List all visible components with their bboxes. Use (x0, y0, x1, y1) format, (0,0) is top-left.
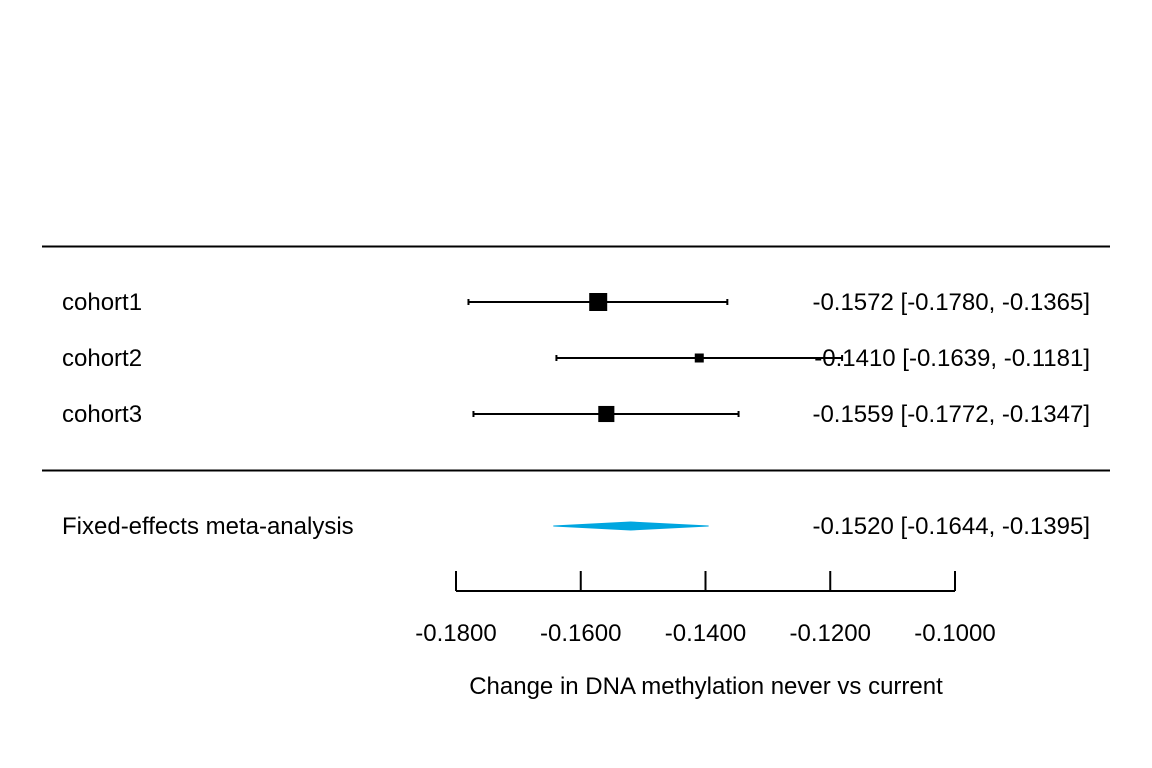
summary-diamond (553, 521, 709, 531)
study-row: cohort1 -0.1572 [-0.1780, -0.1365] (62, 289, 1090, 316)
study-label: cohort3 (62, 401, 142, 428)
point-estimate-box (589, 293, 608, 311)
x-axis-tick-label: -0.1200 (790, 620, 871, 647)
study-label: cohort2 (62, 345, 142, 372)
estimate-ci-text: -0.1559 [-0.1772, -0.1347] (812, 401, 1090, 428)
x-axis-label: Change in DNA methylation never vs curre… (469, 673, 943, 700)
estimate-ci-text: -0.1410 [-0.1639, -0.1181] (814, 345, 1090, 372)
summary-row: Fixed-effects meta-analysis -0.1520 [-0.1… (62, 513, 1090, 540)
x-axis-tick-label: -0.1000 (914, 620, 995, 647)
x-axis-tick-label: -0.1800 (415, 620, 496, 647)
summary-label: Fixed-effects meta-analysis (62, 513, 354, 540)
x-axis: -0.1800 -0.1600 -0.1400 -0.1200 -0.1000 (415, 571, 996, 647)
point-estimate-box (598, 405, 615, 423)
estimate-ci-text: -0.1572 [-0.1780, -0.1365] (812, 289, 1090, 316)
study-rows: cohort1 -0.1572 [-0.1780, -0.1365] cohort2… (62, 289, 1090, 428)
study-row: cohort3 -0.1559 [-0.1772, -0.1347] (62, 401, 1090, 428)
summary-estimate-ci-text: -0.1520 [-0.1644, -0.1395] (812, 513, 1090, 540)
study-label: cohort1 (62, 289, 142, 316)
x-axis-tick-label: -0.1600 (540, 620, 621, 647)
x-axis-tick-label: -0.1400 (665, 620, 746, 647)
study-row: cohort2 -0.1410 [-0.1639, -0.1181] (62, 345, 1090, 372)
point-estimate-box (694, 353, 704, 363)
